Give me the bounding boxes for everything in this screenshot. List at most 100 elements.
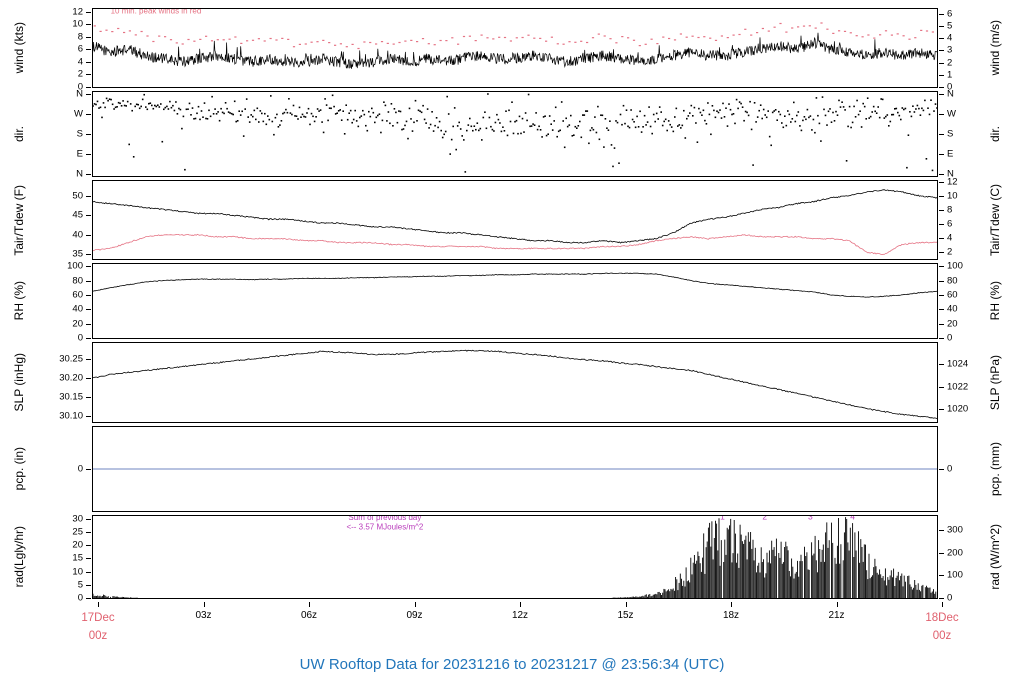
temperature-panel: Tair/Tdew (F) 35 40 45 50 2 4 6 8 10 12 Tair/Tde… [6, 176, 1018, 260]
tick-label: N [76, 88, 83, 100]
tick-label: W [947, 108, 956, 120]
tick-label: 1024 [947, 358, 969, 370]
tick-label: 15 [72, 552, 83, 564]
tick-mark [86, 545, 91, 547]
tick-mark [939, 223, 944, 225]
tick-label: 100 [67, 260, 83, 272]
rad-annotation: 3 [808, 516, 813, 522]
tick-mark [86, 134, 91, 135]
tick-mark [939, 195, 944, 197]
tick-mark [939, 134, 944, 135]
slp-left-axis-title: SLP (inHg) [6, 342, 32, 423]
start-date-label-line: 17Dec [81, 612, 115, 624]
tick-mark [86, 584, 91, 586]
pcp-right-axis-title: pcp. (mm) [982, 426, 1008, 512]
tick-mark [939, 575, 944, 577]
rh-right-axis-title: RH (%) [982, 263, 1008, 339]
tick-label: 30.20 [59, 372, 83, 384]
tick-label: 20 [72, 539, 83, 551]
tick-mark [86, 174, 91, 176]
x-tick-mark [203, 602, 205, 607]
tick-label: N [947, 88, 954, 100]
x-tick-mark [414, 602, 416, 607]
tick-label: 0 [77, 332, 83, 344]
tick-mark [86, 215, 91, 217]
tick-mark [86, 36, 91, 38]
wind-plot: 10 min. peak winds in red [92, 8, 938, 88]
tick-label: 5 [947, 20, 953, 32]
tick-label: 50 [72, 190, 83, 202]
tick-mark [939, 251, 944, 253]
wind-annotation: 10 min. peak winds in red [111, 9, 202, 15]
tick-label: 12 [947, 176, 958, 188]
tick-label: 6 [947, 7, 953, 19]
rad-annotation: 4 [850, 516, 855, 522]
tick-label: E [76, 148, 83, 160]
tick-mark [939, 174, 944, 176]
tick-label: 2 [947, 56, 953, 68]
rh-plot-svg [93, 272, 937, 298]
sea-level-pressure-series [93, 349, 937, 420]
pcp-plot-svg [93, 468, 937, 470]
wind-right-axis-title: wind (m/s) [982, 8, 1008, 88]
rh-plot [92, 263, 938, 339]
tick-mark [86, 113, 91, 115]
x-tick-mark [520, 602, 521, 607]
rad-left-axis-title: rad(Lgly/hr) [6, 515, 32, 599]
tick-label: 80 [947, 274, 958, 286]
tick-mark [939, 62, 944, 64]
rad-annotation: <-- 3.57 MJoules/m^2 [346, 523, 423, 532]
tick-label: 100 [947, 569, 963, 581]
tick-label: S [76, 128, 83, 140]
tick-mark [939, 294, 944, 296]
tick-label: 30.25 [59, 353, 83, 365]
tick-mark [939, 469, 944, 470]
tick-label: 6 [947, 218, 953, 230]
tick-label: 1 [947, 69, 953, 81]
uw-rooftop-multipanel-chart: wind (kts) 0 2 4 6 8 10 12 10 min. peak winds … [6, 7, 1018, 673]
wind-plot-svg: 10 min. peak winds in red [93, 9, 937, 69]
tick-mark [939, 552, 944, 554]
tick-mark [939, 266, 944, 268]
x-tick-label: 21z [828, 610, 845, 621]
tick-mark [939, 25, 944, 27]
x-tick-label: 18z [722, 610, 740, 621]
tick-mark [86, 571, 91, 573]
tick-mark [939, 50, 944, 52]
tick-label: 0 [77, 463, 83, 475]
slp-left-axis-label: SLP (inHg) [12, 353, 26, 412]
rad-annotation: 1 [720, 516, 725, 522]
tick-label: 80 [72, 274, 83, 286]
rad-plot-svg: Sum of previous day<-- 3.57 MJoules/m^2 1… [93, 516, 937, 598]
tick-label: 100 [947, 260, 963, 272]
temp-left-ticks: 35 40 45 50 [32, 180, 92, 260]
tick-mark [939, 598, 944, 599]
tick-label: 3 [947, 44, 953, 56]
dew-point-series [93, 233, 937, 256]
tick-mark [86, 518, 91, 520]
temp-right-ticks: 2 4 6 8 10 12 [938, 176, 982, 260]
tick-mark [86, 93, 91, 95]
tick-mark [86, 280, 91, 282]
wind-left-axis-label: wind (kts) [12, 22, 26, 74]
tick-label: 40 [72, 229, 83, 241]
pcp-left-axis-title: pcp. (in) [6, 426, 32, 512]
tick-label: 60 [72, 289, 83, 301]
tick-label: 0 [947, 463, 953, 475]
tick-label: W [74, 108, 83, 120]
slp-right-axis-label: SLP (hPa) [988, 354, 1002, 411]
temp-left-axis-label: Tair/Tdew (F) [12, 184, 26, 256]
dir-plot [92, 91, 938, 177]
tick-mark [939, 309, 944, 311]
tick-mark [86, 234, 91, 236]
end-date-label-line: 00z [932, 629, 952, 642]
wind-speed-series [93, 32, 937, 69]
dir-plot-svg [93, 93, 937, 173]
tick-mark [86, 154, 91, 156]
tick-label: 8 [947, 204, 953, 216]
humidity-panel: RH (%) 0 20 40 60 80 100 0 20 40 60 80 100 RH (%) [6, 260, 1018, 342]
x-tick-label: 06z [300, 610, 318, 621]
tick-mark [86, 74, 91, 76]
x-tick-label: 03z [195, 610, 212, 621]
